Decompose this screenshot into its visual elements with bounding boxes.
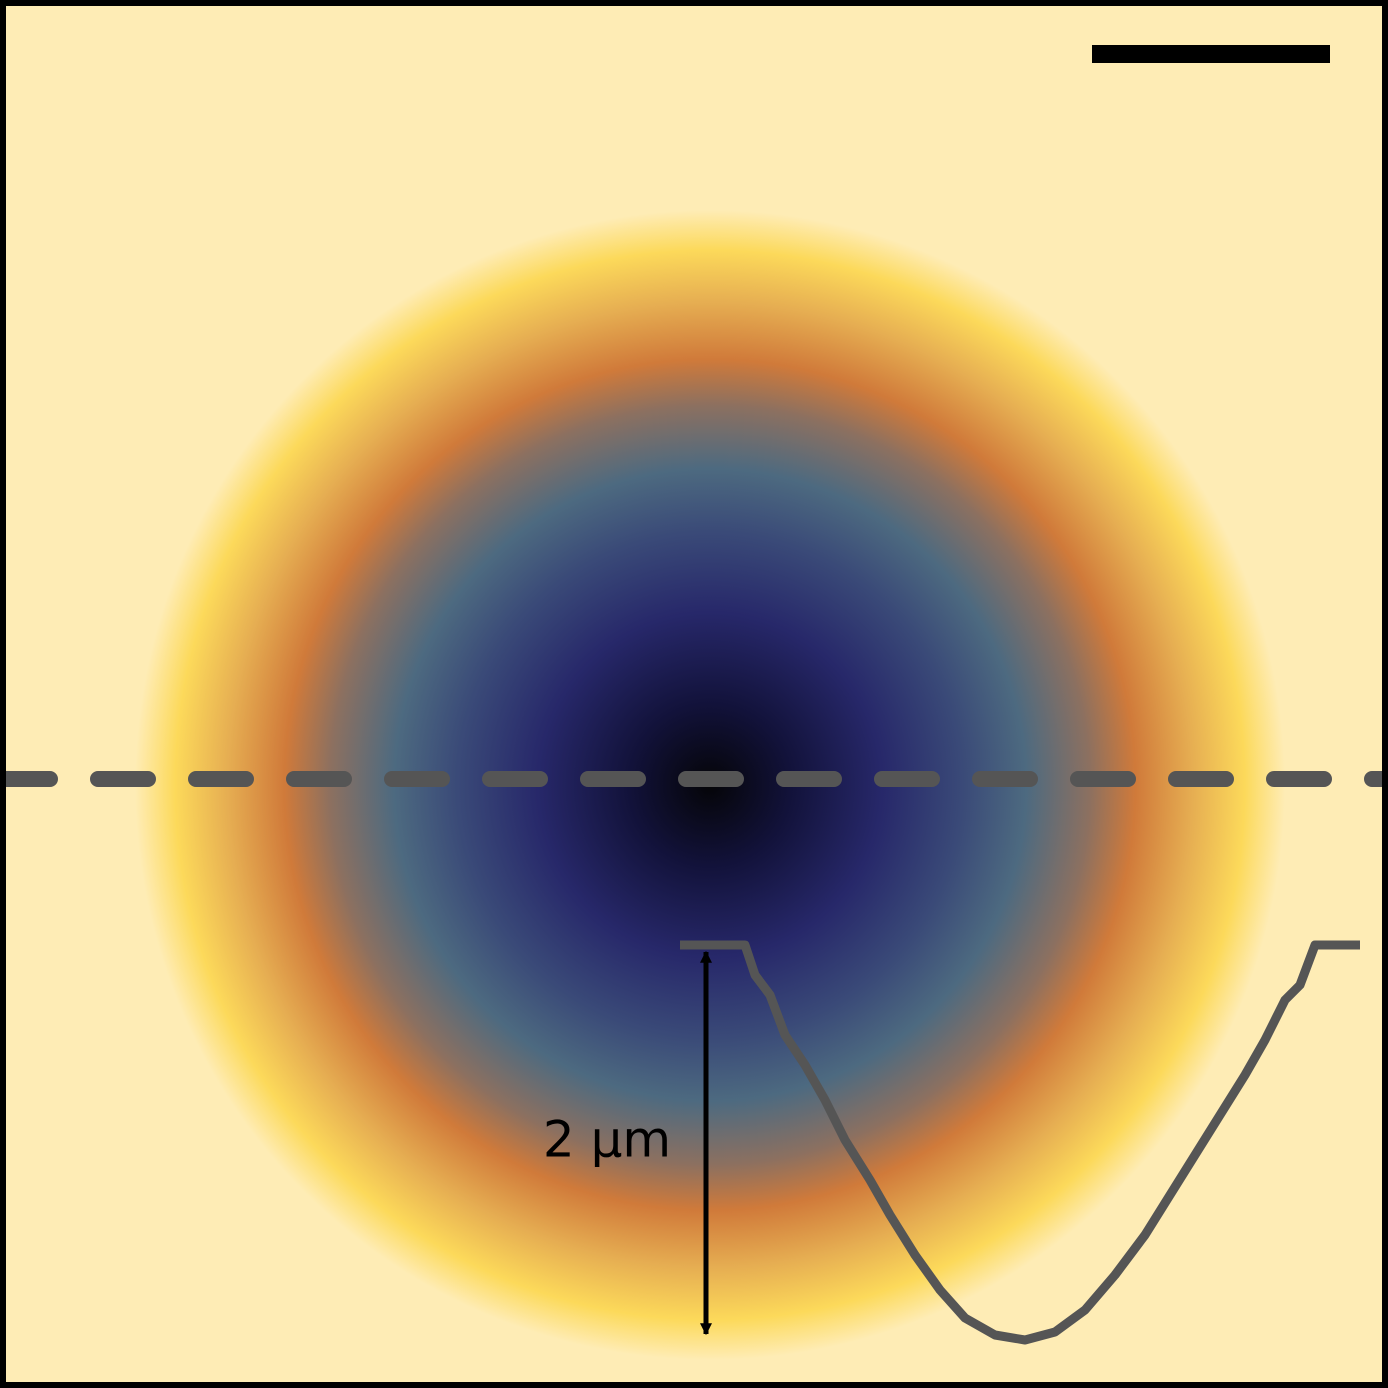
size-label: 2 µm [543,1111,671,1169]
scale-bar [1092,45,1330,63]
intensity-profile [680,940,1360,1345]
